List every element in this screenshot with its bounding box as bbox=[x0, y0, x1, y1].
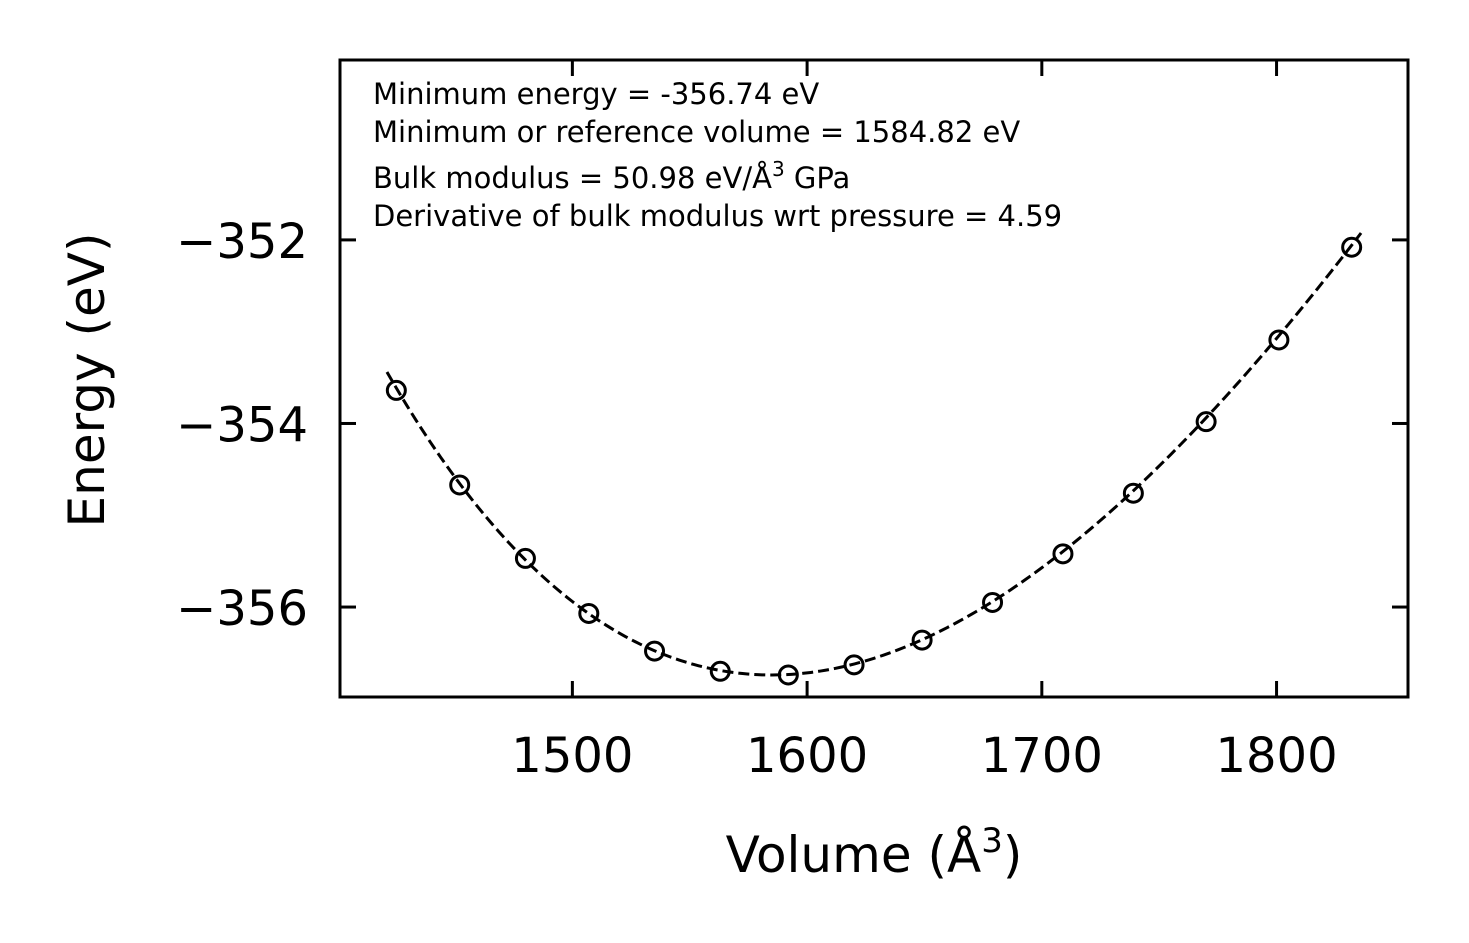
data-point-10 bbox=[1052, 543, 1074, 565]
plot-frame bbox=[338, 58, 1410, 699]
y-tick-label-0: −352 bbox=[176, 214, 308, 270]
x-tick-label-2: 1700 bbox=[981, 728, 1103, 784]
fit-curve bbox=[385, 232, 1363, 677]
data-point-1 bbox=[449, 474, 471, 496]
x-axis-label-tail: ) bbox=[1003, 826, 1023, 884]
data-point-2 bbox=[514, 547, 536, 569]
annotation-ref-volume: Minimum or reference volume = 1584.82 eV bbox=[373, 115, 1020, 149]
fit-curve-layer bbox=[385, 232, 1363, 677]
data-point-0 bbox=[385, 379, 407, 401]
x-tick-label-1: 1600 bbox=[746, 728, 868, 784]
data-point-12 bbox=[1195, 411, 1217, 433]
x-axis-ticks: 1500 1600 1700 1800 bbox=[511, 60, 1338, 784]
annotation-block: Minimum energy = -356.74 eV Minimum or r… bbox=[373, 77, 1062, 233]
data-point-3 bbox=[578, 602, 600, 624]
annotation-min-energy: Minimum energy = -356.74 eV bbox=[373, 77, 819, 111]
data-points-layer bbox=[385, 236, 1363, 686]
x-tick-label-3: 1800 bbox=[1215, 728, 1337, 784]
y-tick-label-1: −354 bbox=[176, 397, 308, 453]
data-point-6 bbox=[777, 664, 799, 686]
annotation-bulk-modulus-derivative: Derivative of bulk modulus wrt pressure … bbox=[373, 199, 1062, 233]
annotation-bulk-modulus-unit: GPa bbox=[785, 161, 851, 195]
x-axis-label: Volume (Å3) bbox=[726, 821, 1023, 884]
x-tick-label-0: 1500 bbox=[511, 728, 633, 784]
annotation-bulk-modulus-text: Bulk modulus = 50.98 eV/Å bbox=[373, 161, 772, 195]
data-point-7 bbox=[843, 654, 865, 676]
annotation-bulk-modulus: Bulk modulus = 50.98 eV/Å3 GPa bbox=[373, 157, 850, 195]
x-axis-label-sup: 3 bbox=[981, 821, 1003, 861]
data-point-9 bbox=[982, 591, 1004, 613]
y-axis-ticks: −352 −354 −356 bbox=[176, 214, 1408, 637]
y-tick-label-2: −356 bbox=[176, 581, 308, 637]
annotation-bulk-modulus-sup: 3 bbox=[772, 157, 785, 181]
data-point-4 bbox=[644, 640, 666, 662]
data-point-5 bbox=[709, 660, 731, 682]
data-point-13 bbox=[1268, 329, 1290, 351]
x-axis-label-text: Volume (Å bbox=[726, 826, 982, 884]
data-point-8 bbox=[911, 629, 933, 651]
y-axis-label: Energy (eV) bbox=[58, 233, 116, 528]
data-point-11 bbox=[1122, 482, 1144, 504]
data-point-14 bbox=[1341, 236, 1363, 258]
